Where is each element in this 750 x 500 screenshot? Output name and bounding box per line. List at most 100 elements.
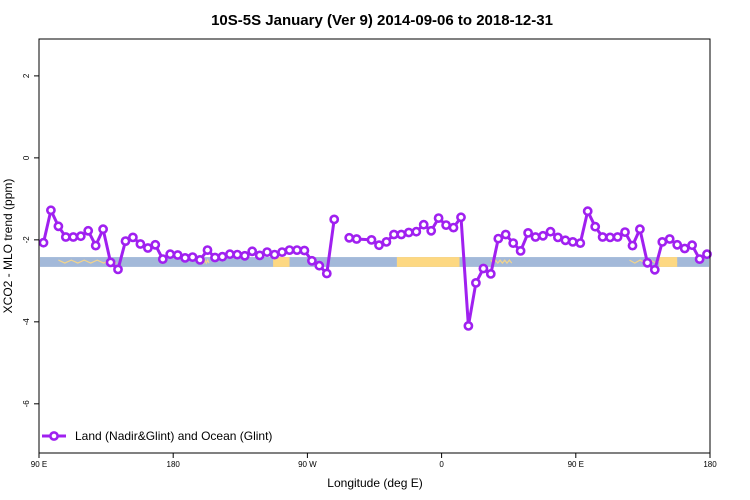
data-point	[157, 254, 168, 264]
y-tick-label: -2	[22, 236, 31, 244]
data-point	[113, 264, 123, 275]
data-point	[321, 268, 332, 279]
data-point	[679, 243, 690, 254]
x-tick-label: 180	[167, 460, 181, 469]
data-point	[217, 251, 228, 262]
data-point	[456, 212, 466, 223]
y-tick-label: 2	[22, 73, 31, 78]
data-point	[470, 277, 481, 288]
data-point	[239, 250, 250, 261]
y-tick-label: 0	[22, 155, 31, 160]
x-tick-label: 90 E	[568, 460, 584, 469]
data-point	[538, 230, 548, 241]
data-point	[202, 245, 213, 255]
data-point	[448, 222, 459, 233]
data-point	[433, 213, 444, 223]
data-point	[664, 234, 675, 244]
data-point	[642, 257, 653, 268]
data-point	[247, 246, 258, 257]
data-point	[463, 320, 474, 331]
data-point	[105, 257, 116, 268]
data-point	[83, 225, 94, 236]
data-point	[314, 260, 325, 271]
data-point	[299, 245, 310, 256]
data-point	[485, 268, 496, 279]
data-point	[381, 236, 392, 247]
data-point	[127, 232, 138, 243]
data-point	[344, 232, 355, 243]
data-point	[649, 264, 660, 275]
legend-marker	[49, 431, 59, 441]
data-point	[232, 249, 243, 260]
data-point	[620, 227, 630, 237]
data-point	[560, 235, 571, 246]
data-point	[500, 229, 511, 240]
x-tick-label: 90 E	[31, 460, 47, 469]
data-point	[150, 239, 161, 250]
data-point	[120, 236, 131, 246]
data-point	[165, 249, 176, 260]
y-axis: 2 0 -2 -4 -6	[22, 73, 39, 407]
data-point	[635, 224, 645, 235]
legend: Land (Nadir&Glint) and Ocean (Glint)	[42, 429, 272, 443]
data-point	[60, 232, 71, 242]
data-point	[515, 245, 526, 256]
data-point	[530, 232, 541, 242]
land-coastline	[629, 259, 678, 264]
plot-frame	[38, 38, 711, 454]
data-point	[374, 240, 384, 251]
data-point	[277, 247, 287, 257]
data-point	[478, 263, 489, 274]
legend-entry-label: Land (Nadir&Glint) and Ocean (Glint)	[75, 429, 272, 443]
data-point	[612, 232, 623, 242]
y-tick-label: -6	[22, 400, 31, 408]
data-point	[418, 219, 429, 230]
data-point	[135, 239, 146, 249]
x-tick-label: 180	[703, 460, 717, 469]
data-point	[672, 239, 683, 250]
plot-area	[38, 205, 712, 331]
data-point	[269, 249, 280, 260]
data-point	[403, 227, 414, 238]
data-point	[210, 252, 220, 263]
data-point	[75, 231, 86, 242]
data-point	[396, 229, 407, 240]
data-point	[366, 234, 377, 245]
land-segment	[273, 257, 290, 267]
data-point	[553, 232, 563, 243]
x-tick-label: 90 W	[298, 460, 317, 469]
data-point	[493, 233, 504, 244]
data-point	[627, 240, 638, 251]
data-point	[90, 240, 101, 251]
land-segment	[396, 257, 460, 267]
data-point	[508, 238, 519, 248]
data-point	[53, 221, 64, 232]
data-point	[702, 249, 712, 260]
data-point	[597, 232, 608, 242]
data-point	[605, 232, 615, 243]
data-point	[687, 240, 697, 251]
data-point	[195, 254, 205, 265]
data-point	[38, 237, 49, 248]
data-point	[567, 236, 578, 247]
x-axis: 90 E 180 90 W 0 90 E 180	[31, 453, 717, 469]
data-point	[180, 252, 190, 263]
data-point	[329, 214, 340, 225]
data-point	[426, 225, 437, 236]
data-point	[575, 238, 586, 248]
data-point	[142, 243, 153, 253]
data-point	[545, 226, 556, 237]
y-axis-label: XCO2 - MLO trend (ppm)	[1, 179, 15, 314]
data-point	[306, 255, 317, 266]
x-tick-label: 0	[439, 460, 444, 469]
data-point	[523, 227, 533, 238]
ocean-strip	[40, 257, 709, 267]
data-point	[68, 232, 79, 242]
x-axis-label: Longitude (deg E)	[327, 476, 422, 490]
data-point	[582, 206, 593, 217]
y-tick-label: -4	[22, 318, 31, 326]
data-point	[284, 245, 295, 255]
chart-title: 10S-5S January (Ver 9) 2014-09-06 to 201…	[211, 12, 553, 29]
data-point	[46, 205, 56, 216]
